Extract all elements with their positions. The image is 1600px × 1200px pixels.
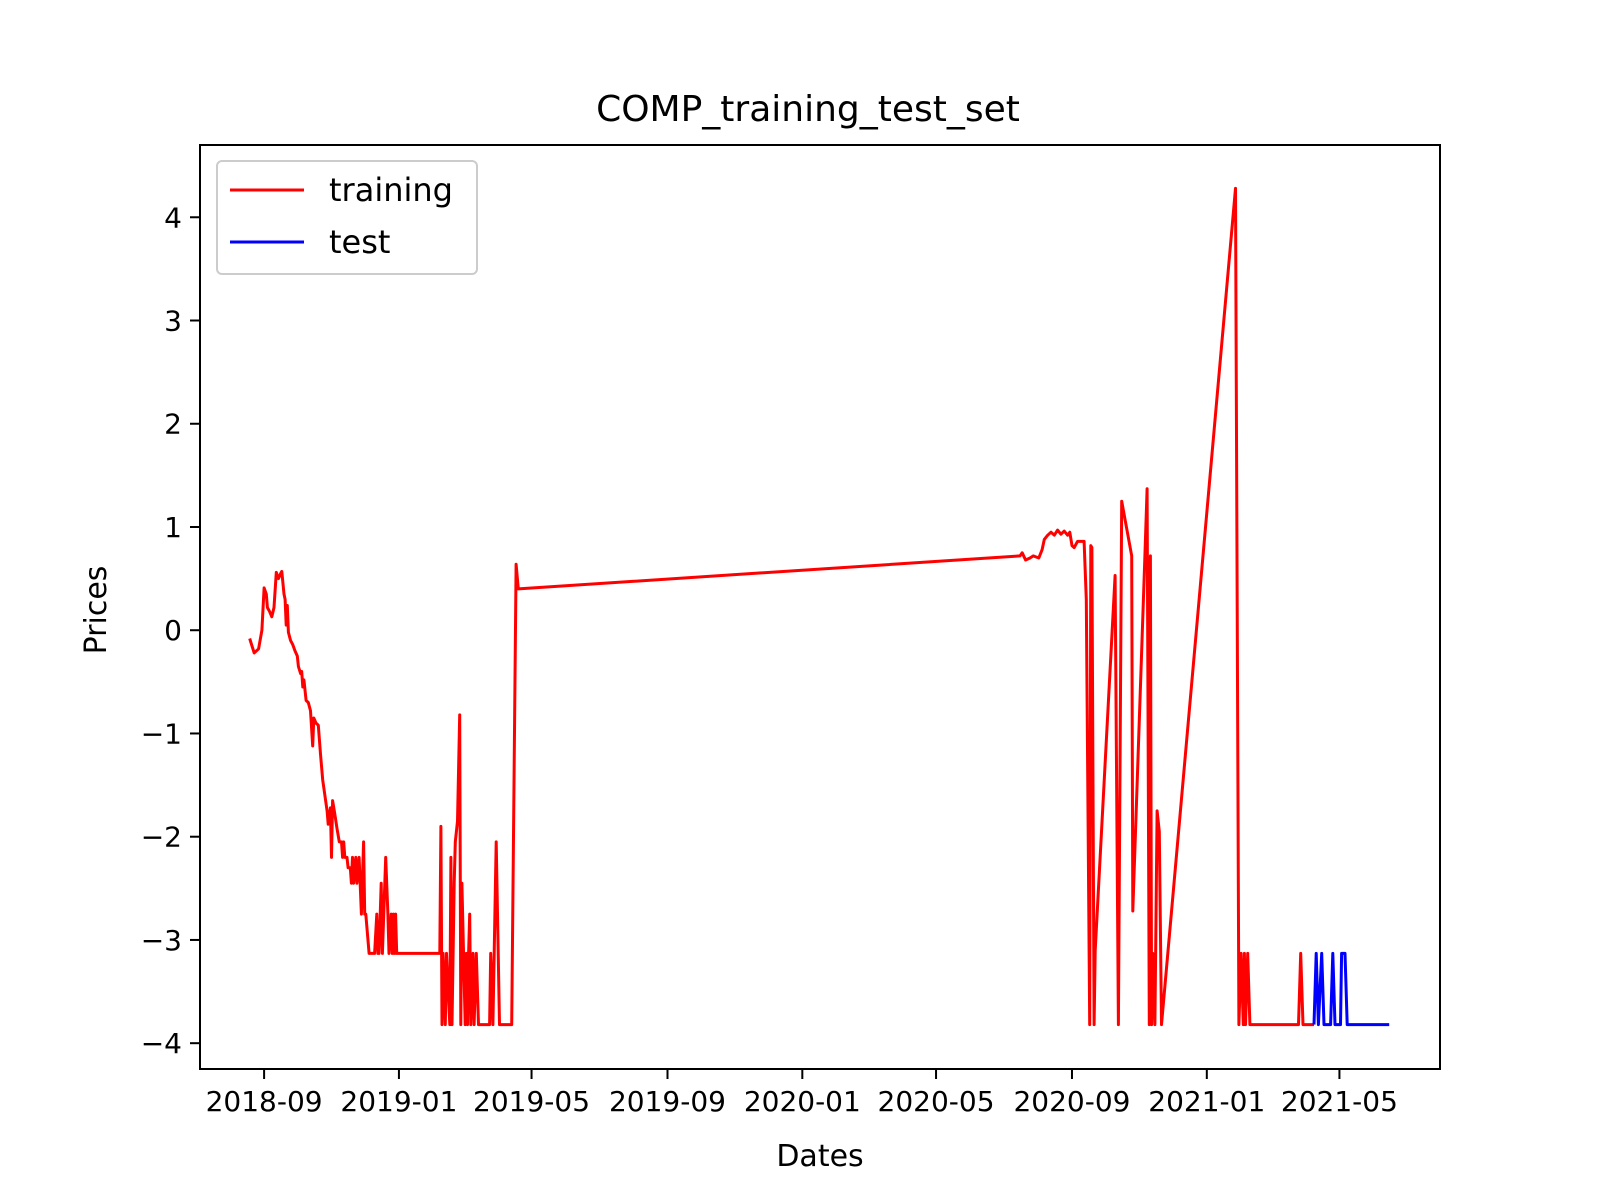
y-tick-label: −3 — [141, 924, 182, 957]
y-axis: 4 3 2 1 0 −1 −2 −3 −4 — [141, 201, 200, 1060]
y-tick-label: −1 — [141, 717, 182, 750]
y-tick-label: −2 — [141, 821, 182, 854]
chart-title: COMP_training_test_set — [596, 89, 1020, 130]
legend-label-training: training — [329, 171, 453, 209]
y-tick-label: 3 — [164, 305, 182, 338]
series-line-test — [1312, 951, 1390, 1027]
x-tick-label: 2019-01 — [340, 1085, 457, 1118]
y-tick-label: 1 — [164, 511, 182, 544]
x-tick-label: 2021-05 — [1281, 1085, 1398, 1118]
y-tick-label: 2 — [164, 408, 182, 441]
y-tick-label: 4 — [164, 201, 182, 234]
x-tick-label: 2020-05 — [878, 1085, 995, 1118]
y-axis-label: Prices — [79, 566, 114, 655]
x-axis-label: Dates — [776, 1139, 863, 1174]
x-tick-label: 2020-01 — [744, 1085, 861, 1118]
series-line-training — [248, 186, 1314, 1027]
legend-label-test: test — [329, 223, 390, 261]
legend: training test — [216, 160, 478, 275]
y-tick-label: −4 — [141, 1027, 182, 1060]
x-tick-label: 2019-05 — [473, 1085, 590, 1118]
x-tick-label: 2019-09 — [609, 1085, 726, 1118]
x-tick-label: 2021-01 — [1148, 1085, 1265, 1118]
y-tick-label: 0 — [164, 614, 182, 647]
x-tick-label: 2018-09 — [206, 1085, 323, 1118]
x-axis: 2018-09 2019-01 2019-05 2019-09 2020-01 2020-… — [206, 1069, 1398, 1118]
plot-area-frame — [199, 144, 1441, 1070]
plot-lines — [248, 186, 1390, 1027]
x-tick-label: 2020-09 — [1013, 1085, 1130, 1118]
